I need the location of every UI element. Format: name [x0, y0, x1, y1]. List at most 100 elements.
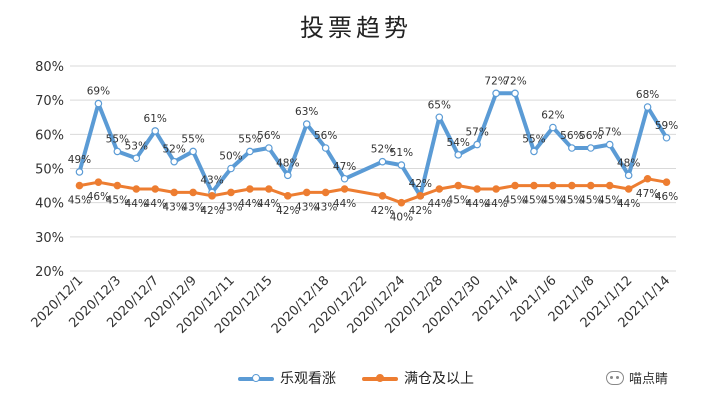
point-bullish [151, 127, 160, 135]
gridlines [70, 65, 676, 272]
data-label-bullish: 55% [522, 133, 545, 145]
y-tick-label: 40% [35, 197, 64, 212]
point-bullish [132, 154, 141, 163]
point-fullposition [397, 198, 406, 207]
data-label-fullposition: 45% [598, 195, 621, 207]
point-fullposition [605, 181, 614, 190]
point-bullish [94, 99, 103, 108]
data-label-fullposition: 45% [447, 195, 470, 207]
point-fullposition [643, 174, 652, 183]
legend-swatch-fullposition [362, 371, 398, 385]
data-label-bullish: 52% [371, 144, 394, 156]
point-fullposition [662, 178, 671, 186]
data-label-fullposition: 42% [276, 205, 299, 217]
series-layer [75, 89, 671, 207]
data-label-bullish: 65% [428, 99, 451, 111]
data-label-bullish: 62% [541, 110, 564, 122]
data-label-fullposition: 42% [409, 205, 432, 217]
data-label-fullposition: 44% [428, 198, 451, 210]
data-label-bullish: 51% [390, 147, 413, 159]
point-bullish [605, 140, 614, 149]
data-label-fullposition: 45% [503, 195, 526, 207]
point-fullposition [246, 185, 254, 193]
point-fullposition [416, 192, 425, 200]
y-tick-label: 20% [35, 265, 64, 280]
y-tick-label: 30% [35, 231, 64, 246]
point-fullposition [549, 181, 557, 190]
data-label-bullish: 48% [276, 157, 299, 169]
point-fullposition [568, 181, 576, 190]
data-labels: 49%69%55%53%61%52%55%43%50%55%56%48%63%5… [68, 75, 678, 223]
chart-title: 投票趋势 [300, 14, 412, 42]
point-bullish [662, 133, 671, 142]
data-label-fullposition: 44% [484, 198, 507, 210]
point-fullposition [75, 181, 84, 190]
point-fullposition [302, 188, 311, 197]
data-label-fullposition: 44% [144, 198, 167, 210]
data-label-fullposition: 43% [219, 201, 242, 213]
data-label-bullish: 69% [87, 86, 110, 98]
legend-label-fullposition: 满仓及以上 [404, 371, 474, 387]
data-label-bullish: 56% [560, 130, 583, 142]
data-label-fullposition: 45% [560, 195, 583, 207]
data-label-bullish: 52% [162, 144, 185, 156]
point-bullish [624, 171, 633, 180]
data-label-bullish: 63% [295, 106, 318, 118]
point-fullposition [208, 192, 216, 200]
data-label-fullposition: 44% [465, 198, 488, 210]
data-label-fullposition: 45% [541, 195, 564, 207]
point-bullish [454, 151, 463, 159]
data-label-bullish: 53% [125, 140, 148, 152]
point-fullposition [94, 178, 103, 186]
data-label-bullish: 56% [579, 130, 602, 142]
point-bullish [549, 123, 557, 132]
point-bullish [321, 144, 330, 152]
data-label-fullposition: 43% [181, 201, 204, 213]
point-fullposition [132, 185, 141, 193]
legend-item-bullish[interactable]: 乐观看涨 [238, 368, 336, 388]
data-label-fullposition: 45% [68, 195, 91, 207]
legend-label-bullish: 乐观看涨 [280, 371, 336, 387]
data-label-bullish: 55% [106, 133, 129, 145]
point-fullposition [530, 181, 538, 190]
data-label-bullish: 55% [238, 133, 261, 145]
data-label-bullish: 42% [409, 178, 432, 190]
point-fullposition [624, 185, 633, 193]
point-fullposition [227, 188, 235, 197]
data-label-fullposition: 43% [314, 201, 337, 213]
data-label-fullposition: 45% [522, 195, 545, 207]
legend-swatch-bullish [238, 371, 274, 385]
point-bullish [75, 168, 84, 176]
legend-item-fullposition[interactable]: 满仓及以上 [362, 368, 474, 388]
point-fullposition [435, 185, 444, 193]
point-bullish [265, 144, 273, 152]
y-tick-label: 70% [35, 94, 64, 109]
y-axis: 20% 30% 40% 50% 60% 70% 80% [35, 60, 64, 280]
point-bullish [568, 144, 576, 152]
point-fullposition [492, 185, 500, 193]
point-bullish [511, 89, 519, 98]
data-label-fullposition: 46% [87, 191, 110, 203]
data-label-fullposition: 40% [390, 212, 413, 224]
point-bullish [170, 157, 178, 166]
point-bullish [397, 161, 406, 169]
point-bullish [643, 103, 652, 111]
legend: 乐观看涨 满仓及以上 [0, 368, 712, 388]
point-bullish [340, 174, 349, 183]
data-label-bullish: 49% [68, 154, 91, 166]
data-label-fullposition: 45% [579, 195, 602, 207]
point-fullposition [151, 185, 160, 193]
point-fullposition [170, 188, 178, 197]
data-label-fullposition: 42% [371, 205, 394, 217]
point-fullposition [473, 185, 481, 193]
data-label-fullposition: 43% [162, 201, 185, 213]
y-tick-label: 80% [35, 60, 64, 75]
data-label-bullish: 55% [181, 133, 204, 145]
data-label-fullposition: 47% [636, 188, 659, 200]
data-label-bullish: 48% [617, 157, 640, 169]
y-tick-label: 60% [35, 128, 64, 143]
point-fullposition [113, 181, 122, 190]
point-bullish [586, 144, 595, 152]
x-axis: 2020/12/12020/12/32020/12/72020/12/92020… [29, 273, 674, 337]
